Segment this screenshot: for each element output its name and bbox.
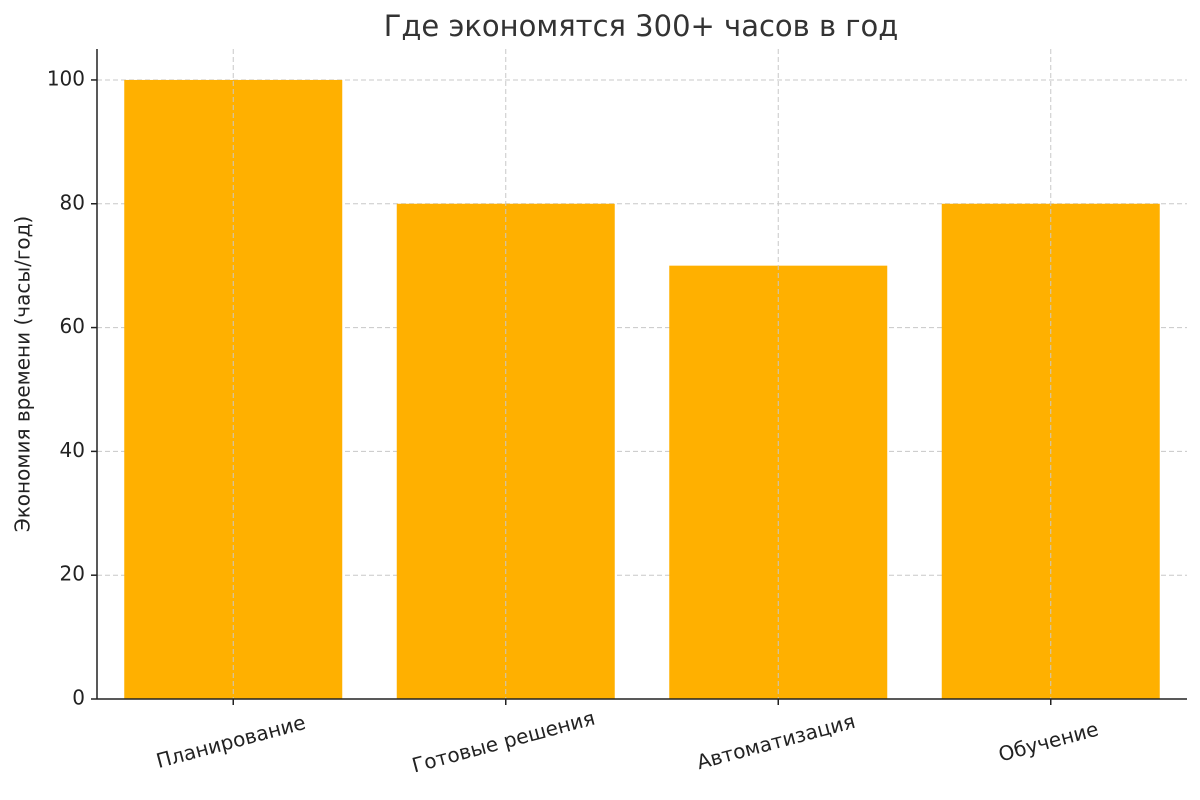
x-tick-label: Планирование: [154, 710, 308, 773]
x-tick-label: Готовые решения: [409, 706, 597, 778]
y-tick-label: 80: [60, 190, 85, 214]
y-tick-label: 20: [60, 562, 85, 586]
y-tick-label: 100: [47, 66, 85, 90]
y-tick-label: 60: [60, 314, 85, 338]
x-tick-label: Обучение: [996, 717, 1101, 767]
x-tick-label: Автоматизация: [694, 709, 858, 774]
y-tick-label: 40: [60, 438, 85, 462]
y-axis-label: Экономия времени (часы/год): [11, 216, 35, 532]
y-tick-label: 0: [72, 686, 85, 710]
chart-title: Где экономятся 300+ часов в год: [384, 9, 899, 43]
